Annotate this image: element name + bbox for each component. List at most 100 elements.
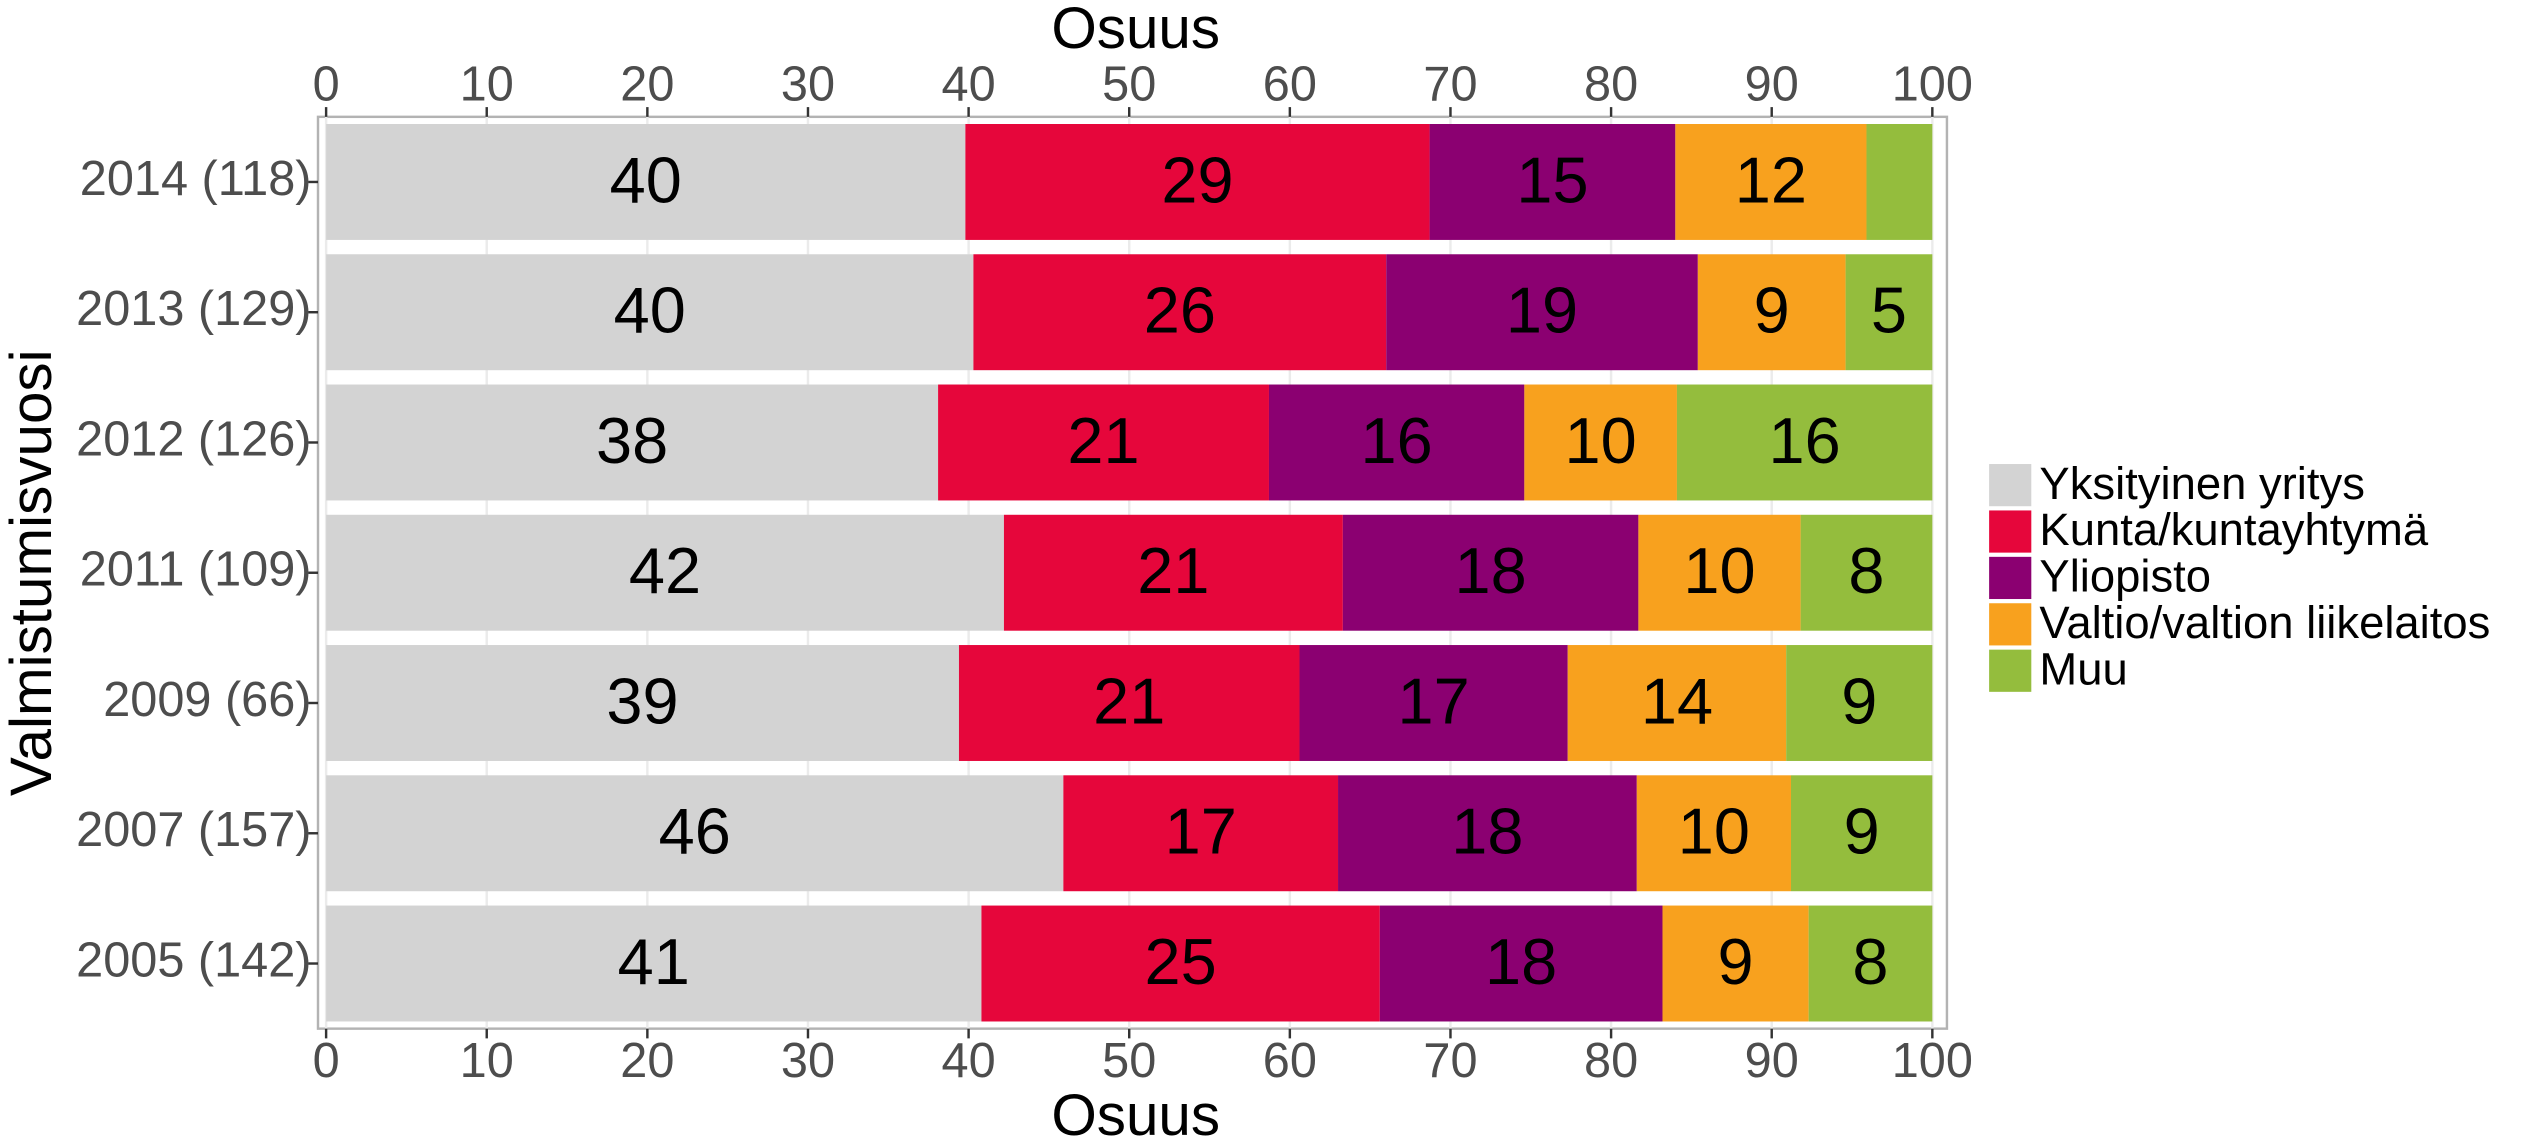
x-tick-label: 70	[1423, 1034, 1477, 1088]
x-tick-label: 60	[1263, 1034, 1317, 1088]
value-label: 25	[1145, 925, 1217, 998]
legend-label: Yliopisto	[2039, 551, 2211, 602]
x-tick-label: 40	[942, 1034, 996, 1088]
bar-segment	[1675, 123, 1867, 240]
bar-segment	[1697, 254, 1846, 371]
legend-label: Yksityinen yritys	[2039, 458, 2365, 509]
value-label: 39	[606, 664, 678, 737]
bar-segment	[326, 514, 1004, 631]
value-label: 17	[1398, 664, 1470, 737]
value-label: 29	[1161, 143, 1233, 216]
value-label: 18	[1485, 925, 1557, 998]
legend-label: Muu	[2039, 643, 2127, 694]
bar-segment	[1800, 514, 1933, 631]
value-label: 14	[1641, 664, 1713, 737]
value-label: 9	[1754, 274, 1790, 347]
x-tick-label-top: 10	[460, 57, 514, 111]
value-label: 41	[618, 925, 690, 998]
bar-segment	[326, 645, 959, 761]
bar-segment	[1567, 645, 1787, 761]
y-tick-label: 2007 (157)	[76, 803, 311, 857]
legend-swatch	[1989, 556, 2032, 600]
x-tick-label: 10	[460, 1034, 514, 1088]
x-tick-label-top: 20	[620, 57, 674, 111]
y-tick-label: 2012 (126)	[76, 412, 311, 466]
value-label: 46	[659, 795, 731, 868]
value-label: 42	[629, 534, 701, 607]
bar-segment	[1845, 254, 1933, 371]
bar-segment	[1866, 123, 1933, 240]
bar-segment	[1338, 775, 1637, 892]
bar-segment	[958, 645, 1300, 761]
x-tick-label-top: 60	[1263, 57, 1317, 111]
value-label: 12	[1735, 143, 1807, 216]
bar-segment	[938, 384, 1269, 501]
x-tick-label: 0	[313, 1034, 340, 1088]
bar-segment	[1379, 905, 1663, 1022]
value-label: 21	[1137, 534, 1209, 607]
legend-swatch	[1989, 510, 2032, 553]
value-label: 9	[1718, 925, 1754, 998]
x-tick-label: 30	[781, 1034, 835, 1088]
value-label: 9	[1844, 795, 1880, 868]
x-tick-label: 50	[1102, 1034, 1156, 1088]
y-axis-title: Valmistumisvuosi	[0, 349, 64, 796]
value-label: 16	[1769, 404, 1841, 477]
y-tick-label: 2011 (109)	[80, 543, 312, 597]
bar-segment	[326, 384, 939, 501]
value-label: 18	[1451, 795, 1523, 868]
value-label: 26	[1144, 274, 1216, 347]
value-label: 21	[1093, 664, 1165, 737]
x-tick-label: 80	[1584, 1034, 1638, 1088]
bar-segment	[1790, 775, 1933, 892]
value-label: 18	[1455, 534, 1527, 607]
x-axis-title-top: Osuus	[1051, 0, 1220, 61]
legend-swatch	[1989, 464, 2032, 507]
value-label: 15	[1516, 143, 1588, 216]
value-label: 10	[1678, 795, 1750, 868]
bar-segment	[1676, 384, 1933, 501]
bar-segment	[1268, 384, 1525, 501]
x-tick-label-top: 30	[781, 57, 835, 111]
bar-segment	[1524, 384, 1677, 501]
bar-segment	[326, 775, 1064, 892]
bar-segment	[965, 123, 1430, 240]
value-label: 9	[1841, 664, 1877, 737]
y-tick-label: 2014 (118)	[80, 152, 312, 206]
value-label: 19	[1506, 274, 1578, 347]
value-label: 40	[614, 274, 686, 347]
bar-segment	[1342, 514, 1639, 631]
value-label: 38	[596, 404, 668, 477]
bar-segment	[326, 254, 974, 371]
legend-label: Kunta/kuntayhtymä	[2039, 504, 2428, 555]
value-label: 10	[1565, 404, 1637, 477]
x-tick-label-top: 0	[313, 57, 340, 111]
x-tick-label-top: 50	[1102, 57, 1156, 111]
y-tick-label: 2005 (142)	[76, 933, 311, 987]
x-tick-label-top: 80	[1584, 57, 1638, 111]
bar-segment	[1429, 123, 1676, 240]
value-label: 10	[1683, 534, 1755, 607]
bar-segment	[973, 254, 1387, 371]
y-tick-label: 2013 (129)	[76, 282, 311, 336]
bar-segment	[326, 905, 982, 1022]
bar-segment	[1808, 905, 1933, 1022]
value-label: 40	[610, 143, 682, 216]
value-label: 5	[1871, 274, 1907, 347]
bar-segment	[1299, 645, 1568, 761]
bar-segment	[1003, 514, 1343, 631]
bar-segment	[1662, 905, 1809, 1022]
x-tick-label: 90	[1745, 1034, 1799, 1088]
legend-label: Valtio/valtion liikelaitos	[2039, 597, 2490, 648]
x-tick-label: 100	[1892, 1034, 1973, 1088]
value-label: 21	[1067, 404, 1139, 477]
bar-segment	[1638, 514, 1801, 631]
value-label: 16	[1361, 404, 1433, 477]
legend-swatch	[1989, 603, 2032, 646]
x-tick-label-top: 40	[942, 57, 996, 111]
legend-swatch	[1989, 649, 2032, 692]
bar-segment	[1636, 775, 1791, 892]
value-label: 17	[1165, 795, 1237, 868]
x-tick-label: 20	[620, 1034, 674, 1088]
